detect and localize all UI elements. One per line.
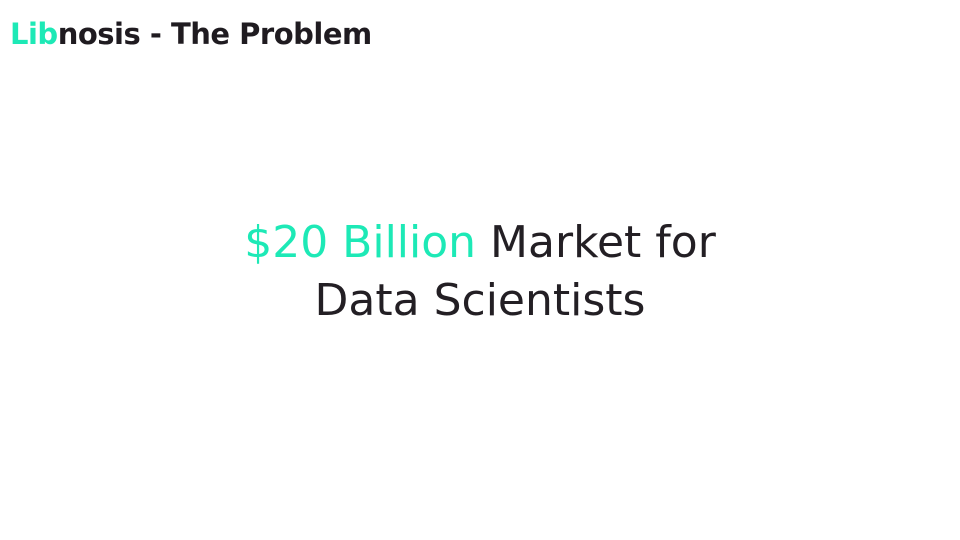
slide-title: Libnosis - The Problem	[10, 14, 372, 54]
headline-line-2: Data Scientists	[314, 275, 646, 326]
headline-line-1: $20 Billion Market for	[0, 214, 960, 272]
headline: $20 Billion Market for Data Scientists	[0, 214, 960, 330]
title-rest-text: nosis - The Problem	[57, 17, 373, 51]
headline-accent-text: $20 Billion	[244, 217, 477, 268]
title-accent-text: Lib	[10, 17, 58, 51]
headline-line1-rest: Market for	[476, 217, 716, 268]
